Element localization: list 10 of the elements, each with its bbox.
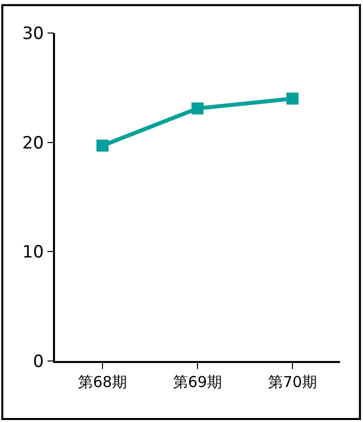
x-tick-label: 第70期 bbox=[268, 372, 318, 391]
point bbox=[286, 92, 298, 105]
point bbox=[192, 102, 204, 114]
y-tick-label: 30 bbox=[22, 24, 44, 44]
y-tick-label: 10 bbox=[22, 242, 44, 263]
y-tick-label: 20 bbox=[22, 133, 44, 154]
x-tick-label: 第69期 bbox=[172, 372, 222, 391]
x-tick-label: 第68期 bbox=[78, 372, 128, 391]
y-tick-label: 0 bbox=[33, 352, 44, 372]
point bbox=[96, 140, 108, 152]
